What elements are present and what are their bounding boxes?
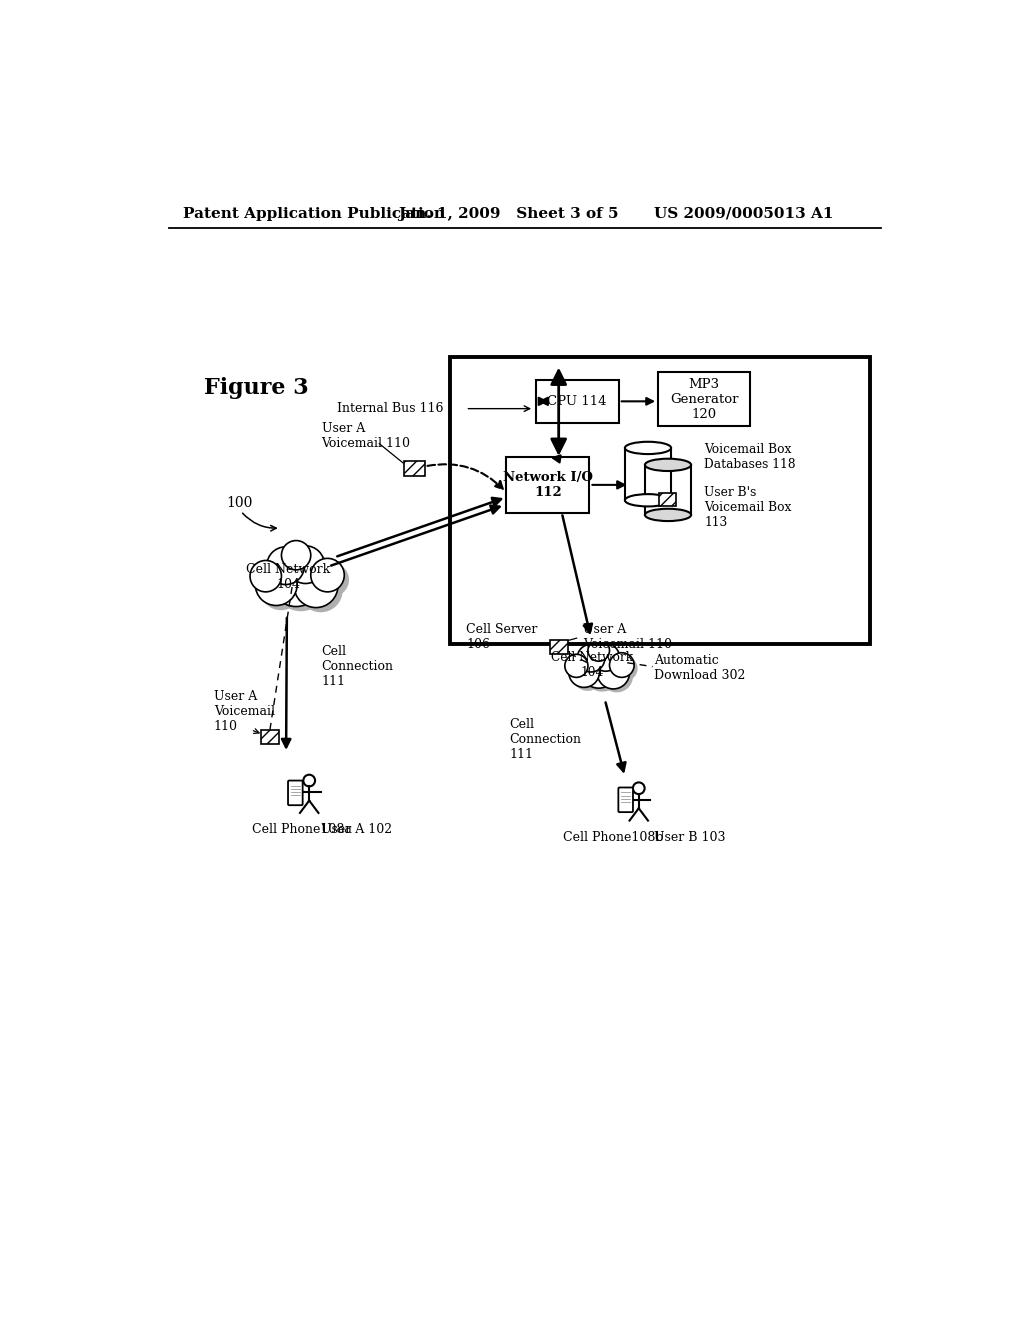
Bar (506, 457, 590, 512)
Circle shape (592, 643, 613, 665)
Circle shape (578, 644, 605, 672)
Ellipse shape (625, 442, 671, 454)
Circle shape (565, 655, 588, 677)
Circle shape (255, 564, 297, 606)
Bar (625, 447, 671, 500)
Circle shape (287, 545, 325, 583)
Text: Cell Phone108b: Cell Phone108b (563, 832, 664, 843)
Bar (403, 461, 425, 477)
Circle shape (286, 545, 315, 574)
Bar (658, 372, 751, 426)
Text: Figure 3: Figure 3 (204, 378, 308, 399)
Circle shape (250, 561, 282, 591)
Circle shape (580, 649, 617, 688)
Text: Patent Application Publication: Patent Application Publication (183, 207, 444, 220)
Circle shape (588, 640, 609, 661)
Circle shape (260, 569, 302, 610)
Text: Automatic
Download 302: Automatic Download 302 (654, 655, 745, 682)
Text: 100: 100 (226, 496, 253, 511)
Bar (536, 380, 618, 422)
Text: User A 102: User A 102 (321, 824, 392, 837)
Text: User B 103: User B 103 (654, 832, 726, 843)
Text: Jan. 1, 2009   Sheet 3 of 5: Jan. 1, 2009 Sheet 3 of 5 (398, 207, 620, 220)
Text: US 2009/0005013 A1: US 2009/0005013 A1 (654, 207, 834, 220)
Text: User A
Voicemail
110: User A Voicemail 110 (214, 690, 274, 733)
FancyBboxPatch shape (618, 788, 633, 812)
Circle shape (568, 656, 599, 688)
Text: MP3
Generator
120: MP3 Generator 120 (670, 378, 738, 421)
Circle shape (310, 558, 344, 591)
Bar (550, 640, 568, 653)
Text: Cell
Connection
111: Cell Connection 111 (509, 718, 582, 762)
Circle shape (267, 546, 304, 585)
Circle shape (592, 644, 620, 671)
Circle shape (292, 550, 329, 589)
Circle shape (282, 541, 310, 570)
Ellipse shape (645, 459, 691, 471)
Text: User A
Voicemail 110: User A Voicemail 110 (322, 421, 411, 450)
Circle shape (583, 653, 622, 692)
Text: Network I/O
112: Network I/O 112 (503, 471, 593, 499)
Circle shape (613, 656, 638, 681)
Text: Internal Bus 116: Internal Bus 116 (337, 403, 443, 416)
Text: Cell Network
104: Cell Network 104 (247, 562, 331, 590)
Bar (451, 358, 869, 644)
Ellipse shape (625, 494, 671, 507)
Text: Cell
Connection
111: Cell Connection 111 (322, 645, 393, 688)
Circle shape (609, 652, 634, 677)
Circle shape (595, 647, 623, 675)
Text: Voicemail Box
Databases 118: Voicemail Box Databases 118 (705, 444, 796, 471)
Circle shape (568, 657, 592, 681)
Circle shape (315, 564, 349, 597)
Text: Cell Phone108a: Cell Phone108a (252, 824, 352, 837)
Circle shape (255, 565, 286, 597)
Text: Cell Network
104: Cell Network 104 (552, 651, 634, 678)
Text: CPU 114: CPU 114 (548, 395, 607, 408)
Ellipse shape (645, 508, 691, 521)
Circle shape (581, 648, 608, 676)
Circle shape (271, 552, 309, 589)
Bar (261, 730, 280, 743)
Circle shape (299, 569, 343, 612)
Circle shape (597, 656, 630, 689)
Circle shape (294, 564, 338, 607)
Circle shape (601, 660, 633, 693)
Circle shape (572, 660, 603, 690)
FancyBboxPatch shape (288, 780, 303, 805)
Text: User B's
Voicemail Box
113: User B's Voicemail Box 113 (705, 486, 792, 529)
Text: User A
Voicemail 110: User A Voicemail 110 (584, 623, 673, 651)
Text: Cell Server
106: Cell Server 106 (466, 623, 538, 651)
Circle shape (274, 558, 327, 611)
Bar (658, 494, 676, 507)
Bar (645, 465, 691, 515)
Circle shape (270, 554, 323, 607)
